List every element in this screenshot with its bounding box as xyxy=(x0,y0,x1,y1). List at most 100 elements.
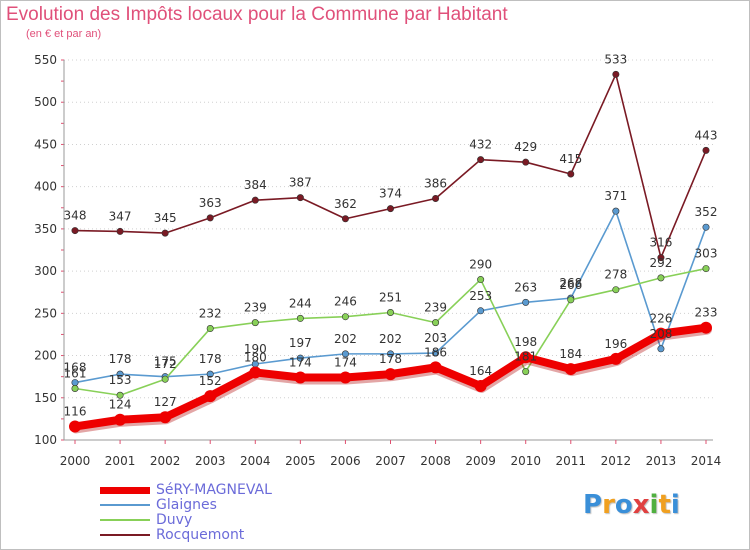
logo-letter: o xyxy=(614,490,633,520)
data-label: 387 xyxy=(289,176,312,190)
data-point xyxy=(609,352,622,365)
x-tick-label: 2002 xyxy=(150,454,181,468)
data-point xyxy=(702,146,710,154)
data-label: 371 xyxy=(604,189,627,203)
data-label: 253 xyxy=(469,289,492,303)
data-point xyxy=(657,345,665,353)
data-point xyxy=(564,363,577,376)
data-label: 233 xyxy=(695,306,718,320)
data-point xyxy=(657,274,665,282)
data-label: 303 xyxy=(695,247,718,261)
data-point xyxy=(159,411,172,424)
x-tick-label: 2003 xyxy=(195,454,226,468)
y-tick-label: 400 xyxy=(34,180,57,194)
data-label: 174 xyxy=(289,356,312,370)
data-label: 175 xyxy=(154,355,177,369)
data-label: 116 xyxy=(64,404,87,418)
data-point xyxy=(114,413,127,426)
data-label: 186 xyxy=(424,345,447,359)
data-point xyxy=(432,349,440,357)
data-point xyxy=(161,229,169,237)
data-label: 239 xyxy=(424,301,447,315)
data-label: 168 xyxy=(64,361,87,375)
data-point xyxy=(206,214,214,222)
data-point xyxy=(474,379,487,392)
data-label: 263 xyxy=(514,280,537,294)
data-point xyxy=(384,368,397,381)
data-label: 124 xyxy=(109,398,132,412)
data-label: 278 xyxy=(604,268,627,282)
data-point xyxy=(204,390,217,403)
logo-letter: x xyxy=(632,490,650,520)
data-label: 384 xyxy=(244,178,267,192)
data-point xyxy=(654,327,667,340)
data-label: 172 xyxy=(154,357,177,371)
data-label: 415 xyxy=(559,152,582,166)
data-point xyxy=(339,371,352,384)
legend-swatch xyxy=(100,519,150,521)
data-label: 266 xyxy=(559,278,582,292)
legend-item: Glaignes xyxy=(100,498,400,512)
data-label: 226 xyxy=(649,312,672,326)
x-tick-label: 2010 xyxy=(510,454,541,468)
data-label: 374 xyxy=(379,187,402,201)
data-label: 164 xyxy=(469,364,492,378)
y-tick-label: 300 xyxy=(34,264,57,278)
data-label: 386 xyxy=(424,176,447,190)
y-tick-label: 200 xyxy=(34,349,57,363)
data-point xyxy=(251,196,259,204)
data-point xyxy=(567,296,575,304)
data-point xyxy=(341,215,349,223)
legend-item: Duvy xyxy=(100,513,400,527)
data-point xyxy=(386,308,394,316)
logo-letter: P xyxy=(583,490,603,520)
data-point xyxy=(206,370,214,378)
data-label: 197 xyxy=(289,336,312,350)
data-label: 290 xyxy=(469,258,492,272)
data-point xyxy=(386,205,394,213)
data-point xyxy=(522,298,530,306)
data-point xyxy=(251,319,259,327)
data-label: 203 xyxy=(424,331,447,345)
data-point xyxy=(296,194,304,202)
data-label: 178 xyxy=(199,352,222,366)
data-label: 345 xyxy=(154,211,177,225)
data-point xyxy=(519,351,532,364)
chart-subtitle: (en € et par an) xyxy=(26,28,102,40)
data-point xyxy=(341,313,349,321)
data-label: 174 xyxy=(334,356,357,370)
legend-label: Rocquemont xyxy=(156,527,245,543)
x-tick-label: 2000 xyxy=(60,454,91,468)
data-label: 347 xyxy=(109,209,132,223)
data-label: 178 xyxy=(109,352,132,366)
data-point xyxy=(71,384,79,392)
data-label: 161 xyxy=(64,366,87,380)
data-label: 316 xyxy=(649,236,672,250)
data-label: 232 xyxy=(199,307,222,321)
legend-swatch xyxy=(100,504,150,506)
data-label: 268 xyxy=(559,276,582,290)
data-point xyxy=(432,319,440,327)
data-label: 244 xyxy=(289,296,312,310)
data-point xyxy=(477,156,485,164)
data-label: 533 xyxy=(604,52,627,66)
data-point xyxy=(116,391,124,399)
data-point xyxy=(116,227,124,235)
data-point xyxy=(657,254,665,262)
data-point xyxy=(522,158,530,166)
legend-label: Duvy xyxy=(156,512,193,528)
legend-label: Glaignes xyxy=(156,497,217,513)
legend-label: SéRY-MAGNEVAL xyxy=(156,482,272,498)
legend-item: Rocquemont xyxy=(100,528,400,542)
logo-letter: i xyxy=(649,490,659,520)
data-label: 153 xyxy=(109,373,132,387)
data-label: 429 xyxy=(514,140,537,154)
data-point xyxy=(567,170,575,178)
data-point xyxy=(206,325,214,333)
data-point xyxy=(702,265,710,273)
y-tick-label: 150 xyxy=(34,391,57,405)
proxiti-logo: Proxiti xyxy=(583,490,680,520)
data-label: 443 xyxy=(695,128,718,142)
